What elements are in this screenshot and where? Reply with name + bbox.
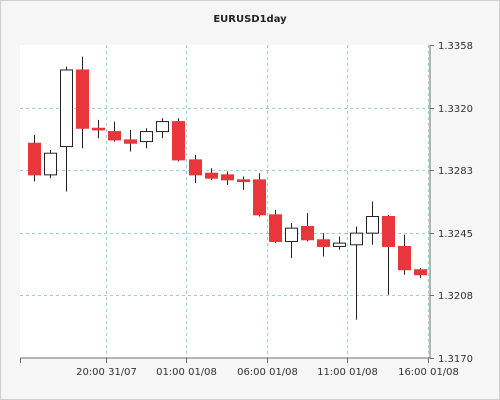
candle — [237, 176, 250, 190]
candle-body-bear — [398, 245, 411, 271]
candle — [366, 201, 379, 245]
candle — [76, 56, 89, 149]
candle-body-bull — [333, 242, 346, 247]
y-tick-label: 1.3245 — [438, 229, 473, 240]
candle — [189, 154, 202, 184]
candle-body-bear — [253, 179, 266, 216]
x-tick-label: 20:00 31/07 — [76, 367, 137, 378]
candle — [285, 223, 298, 259]
candles — [28, 56, 427, 320]
candle-body-bear — [108, 131, 121, 141]
candle — [269, 209, 282, 244]
candle — [301, 213, 314, 242]
candle — [253, 173, 266, 217]
candle-body-bear — [382, 215, 395, 247]
candle-body-bull — [285, 227, 298, 242]
candle-body-bear — [189, 159, 202, 176]
x-tick-label: 06:00 01/08 — [237, 367, 298, 378]
y-tick-label: 1.3358 — [438, 41, 473, 52]
y-tick-labels: 1.3358 1.3320 1.3283 1.3245 1.3208 1.3170 — [438, 41, 473, 365]
candle-body-bull — [60, 69, 73, 148]
candle-body-bear — [317, 239, 330, 247]
y-tick-label: 1.3320 — [438, 104, 473, 115]
candle — [221, 171, 234, 185]
candle — [317, 233, 330, 257]
axes — [20, 45, 434, 363]
candle — [333, 236, 346, 250]
candle-body-bear — [92, 127, 105, 131]
candle — [398, 234, 411, 275]
candle — [124, 129, 137, 152]
candle-body-bull — [156, 121, 169, 133]
candle — [172, 118, 185, 162]
x-tick-label: 01:00 01/08 — [156, 367, 217, 378]
candle — [44, 149, 57, 179]
grid — [20, 45, 430, 358]
candle — [205, 168, 218, 180]
x-tick-label: 16:00 01/08 — [398, 367, 459, 378]
candle — [350, 226, 363, 320]
candle-body-bear — [28, 142, 41, 176]
candle — [156, 118, 169, 139]
y-tick-label: 1.3208 — [438, 291, 473, 302]
candle — [60, 66, 73, 192]
candle-body-bear — [301, 225, 314, 241]
candle — [92, 119, 105, 139]
x-tick-labels: 20:00 31/07 01:00 01/08 06:00 01/08 11:00 0… — [76, 367, 459, 378]
y-tick-label: 1.3283 — [438, 166, 473, 177]
chart-title: EURUSD1day — [213, 14, 287, 25]
x-tick-label: 11:00 01/08 — [317, 367, 378, 378]
candle-body-bear — [172, 121, 185, 161]
candle-body-bull — [44, 152, 57, 176]
candle-body-bear — [414, 269, 427, 276]
candle-body-bull — [350, 232, 363, 246]
candle-body-bear — [205, 172, 218, 179]
candle-body-bear — [76, 69, 89, 129]
candle-body-bull — [140, 131, 153, 143]
candle — [28, 134, 41, 182]
candle — [414, 268, 427, 279]
candle — [140, 128, 153, 149]
y-tick-label: 1.3170 — [438, 354, 473, 365]
candle-body-bear — [237, 179, 250, 183]
candle — [382, 214, 395, 295]
candle-body-bear — [124, 139, 137, 144]
candle-body-bear — [269, 214, 282, 242]
candle-body-bear — [221, 174, 234, 181]
candle-body-bull — [366, 215, 379, 234]
candle — [108, 121, 121, 142]
